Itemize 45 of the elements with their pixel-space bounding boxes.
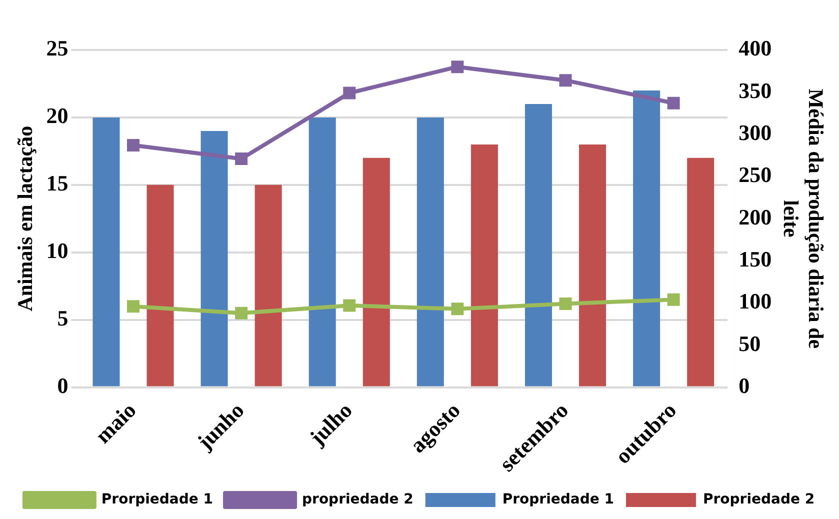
point — [126, 300, 140, 313]
bar — [146, 184, 174, 386]
y-axis-title: Animais em lactação — [13, 126, 38, 312]
y-tick-label: 5 — [57, 306, 68, 331]
bar — [524, 104, 552, 386]
bar — [633, 90, 660, 386]
y2-tick-label: 0 — [738, 372, 750, 398]
y2-tick-label: 350 — [738, 78, 772, 103]
bar — [92, 117, 120, 386]
y-tick-label: 15 — [46, 170, 68, 196]
y-tick-label: 20 — [46, 103, 68, 128]
legend-label: propriedade 2 — [302, 492, 414, 508]
y2-tick-label: 50 — [738, 330, 761, 356]
legend-label: Prorpiedade 1 — [101, 492, 214, 508]
y2-tick-label: 400 — [738, 36, 772, 61]
y2-axis-title: Média da produção diaria de leite — [778, 88, 828, 349]
bar — [362, 158, 390, 386]
point — [667, 293, 680, 306]
point — [126, 139, 140, 152]
point — [451, 60, 464, 74]
bar — [254, 184, 282, 386]
y2-tick-label: 300 — [738, 120, 772, 146]
point — [451, 302, 464, 316]
y2-tick-label: 250 — [738, 162, 772, 188]
point — [343, 86, 356, 100]
y-tick-label: 25 — [46, 36, 68, 61]
point — [559, 74, 572, 87]
y-tick-label: 10 — [46, 238, 68, 264]
legend-label: Propriedade 1 — [502, 492, 614, 508]
bar — [470, 144, 498, 386]
bar — [687, 158, 714, 386]
legend-label: Propriedade 2 — [702, 492, 815, 508]
point — [667, 96, 680, 110]
point — [235, 306, 248, 320]
point — [235, 152, 248, 166]
y2-tick-label: 200 — [738, 204, 772, 230]
bar — [416, 117, 444, 386]
y2-tick-label: 150 — [738, 246, 772, 272]
y-tick-label: 0 — [57, 372, 68, 398]
bar — [200, 130, 228, 386]
y2-tick-label: 100 — [738, 288, 772, 314]
bar — [579, 144, 606, 386]
point — [343, 299, 356, 312]
point — [559, 298, 572, 310]
bar — [308, 117, 336, 386]
